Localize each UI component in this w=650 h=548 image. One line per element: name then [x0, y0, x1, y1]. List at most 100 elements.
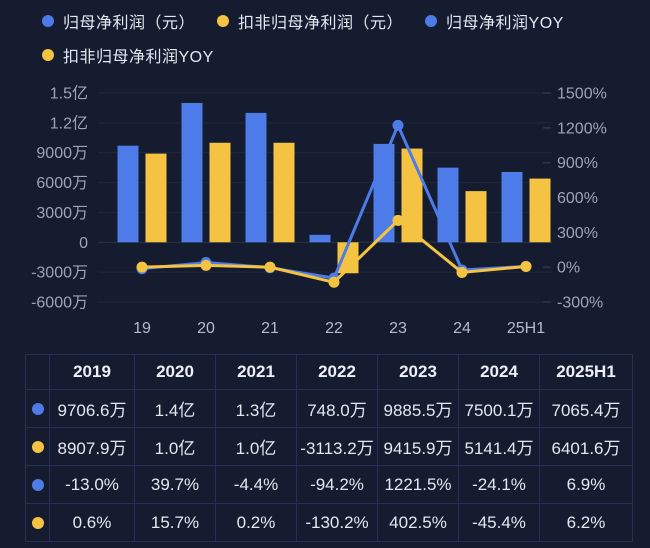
table-value-cell: 1.0亿: [134, 427, 216, 466]
table-value-cell: -3113.2万: [296, 427, 378, 466]
table-row: 0.6% 15.7% 0.2% -130.2% 402.5% -45.4% 6.2%: [25, 503, 633, 542]
line-marker-icon: [520, 260, 532, 272]
series-dot-cell: [25, 503, 50, 542]
series-dot-icon: [31, 441, 44, 454]
table-value-cell: 1.3亿: [215, 389, 297, 428]
x-axis-label: 25H1: [507, 320, 545, 337]
right-axis-tick-label: 0%: [557, 260, 580, 277]
right-axis-tick-label: 1200%: [557, 120, 607, 137]
series-dot-cell: [25, 389, 50, 428]
legend-row-2: 扣非归母净利润YOY: [42, 43, 586, 67]
legend-item-deducted-net-profit-yoy[interactable]: 扣非归母净利润YOY: [42, 43, 214, 67]
table-value-cell: 9706.6万: [49, 389, 135, 428]
x-axis-label: 20: [197, 320, 215, 337]
legend-dot-blue-icon: [42, 15, 54, 27]
table-value-cell: -94.2%: [296, 465, 378, 504]
legend-dot-blue-icon: [425, 15, 438, 27]
bar-net-profit: [181, 102, 203, 243]
table-value-cell: -130.2%: [296, 503, 378, 542]
table-value-cell: 0.2%: [215, 503, 297, 542]
bar-net-profit: [117, 145, 139, 243]
table-value-cell: 9415.9万: [377, 427, 459, 466]
table-header: 2019 2020 2021 2022 2023 2024 2025H1: [25, 354, 633, 390]
table-year-header: 2020: [134, 354, 216, 390]
financials-table: 2019 2020 2021 2022 2023 2024 2025H1 9706.6万 1.…: [25, 354, 633, 542]
legend-item-net-profit[interactable]: 归母净利润（元）: [42, 9, 195, 33]
left-axis-tick-label: 1.2亿: [50, 114, 88, 132]
x-axis-label: 24: [453, 320, 471, 337]
bar-deducted-net-profit: [401, 148, 423, 243]
chart-legend: 归母净利润（元） 扣非归母净利润（元） 归母净利润YOY 扣非归母净利润YOY: [42, 11, 586, 79]
left-axis-tick-label: 9000万: [36, 145, 88, 162]
left-axis-tick-label: 6000万: [36, 175, 88, 192]
table-value-cell: -45.4%: [458, 503, 540, 542]
legend-dot-yellow-icon: [42, 49, 54, 61]
legend-item-label: 归母净利润YOY: [446, 15, 564, 32]
table-value-cell: 748.0万: [296, 389, 378, 428]
right-axis-tick-label: 1500%: [557, 86, 607, 103]
series-dot-icon: [31, 517, 44, 530]
table-year-header: 2021: [215, 354, 297, 390]
series-dot-cell: [25, 427, 50, 466]
table-value-cell: 1.0亿: [215, 427, 297, 466]
legend-item-deducted-net-profit[interactable]: 扣非归母净利润（元）: [217, 9, 403, 33]
bar-deducted-net-profit: [529, 178, 551, 243]
bar-deducted-net-profit: [145, 153, 167, 243]
table-row: -13.0% 39.7% -4.4% -94.2% 1221.5% -24.1% 6.9%: [25, 465, 633, 504]
table-value-cell: 7500.1万: [458, 389, 540, 428]
table-value-cell: 39.7%: [134, 465, 216, 504]
legend-item-net-profit-yoy[interactable]: 归母净利润YOY: [425, 9, 564, 33]
legend-item-label: 归母净利润（元）: [63, 15, 196, 32]
left-axis-tick-label: 1.5亿: [50, 85, 88, 103]
table-value-cell: 6401.6万: [539, 427, 633, 466]
right-axis-tick-label: 300%: [557, 225, 598, 242]
bar-deducted-net-profit: [209, 142, 231, 243]
table-year-header: 2024: [458, 354, 540, 390]
line-marker-icon: [456, 266, 468, 278]
table-value-cell: 15.7%: [134, 503, 216, 542]
left-axis-tick-label: -6000万: [31, 295, 88, 312]
table-value-cell: 7065.4万: [539, 389, 633, 428]
bar-net-profit: [245, 112, 267, 243]
legend-item-label: 扣非归母净利润（元）: [238, 15, 404, 32]
line-marker-icon: [392, 214, 404, 226]
table-value-cell: 1.4亿: [134, 389, 216, 428]
table-year-header: 2019: [49, 354, 135, 390]
table-row: 9706.6万 1.4亿 1.3亿 748.0万 9885.5万 7500.1万 7065.…: [25, 389, 633, 428]
table-row: 8907.9万 1.0亿 1.0亿 -3113.2万 9415.9万 5141.4万 640…: [25, 427, 633, 466]
table-year-header: 2022: [296, 354, 378, 390]
profit-yoy-chart: 1.5亿 1.2亿 9000万 6000万 3000万 0 -3000万 -6000万 1500…: [31, 85, 607, 338]
table-value-cell: 8907.9万: [49, 427, 135, 466]
legend-dot-yellow-icon: [217, 15, 230, 27]
table-value-cell: 6.2%: [539, 503, 633, 542]
legend-item-label: 扣非归母净利润YOY: [63, 49, 214, 66]
table-year-header: 2025H1: [539, 354, 633, 390]
x-axis-label: 21: [261, 320, 279, 337]
table-body: 9706.6万 1.4亿 1.3亿 748.0万 9885.5万 7500.1万 7065.…: [25, 389, 633, 542]
table-year-header: 2023: [377, 354, 459, 390]
line-marker-icon: [328, 276, 340, 288]
table-value-cell: 5141.4万: [458, 427, 540, 466]
right-axis-tick-label: 600%: [557, 190, 598, 207]
right-axis-tick-label: 900%: [557, 155, 598, 172]
table-corner-cell: [25, 354, 50, 390]
table-value-cell: -24.1%: [458, 465, 540, 504]
bar-net-profit: [309, 234, 331, 243]
series-dot-cell: [25, 465, 50, 504]
financials-table-wrap: 2019 2020 2021 2022 2023 2024 2025H1 9706.6万 1.…: [25, 354, 633, 542]
table-value-cell: 1221.5%: [377, 465, 459, 504]
left-axis-tick-label: 3000万: [36, 205, 88, 222]
table-value-cell: 6.9%: [539, 465, 633, 504]
bar-net-profit: [501, 171, 523, 243]
table-value-cell: 9885.5万: [377, 389, 459, 428]
table-value-cell: 0.6%: [49, 503, 135, 542]
line-marker-icon: [392, 119, 404, 131]
series-dot-icon: [31, 403, 44, 416]
bar-net-profit: [437, 167, 459, 243]
series-dot-icon: [31, 479, 44, 492]
left-axis-tick-label: 0: [79, 235, 88, 252]
line-marker-icon: [264, 261, 276, 273]
table-value-cell: -13.0%: [49, 465, 135, 504]
table-value-cell: -4.4%: [215, 465, 297, 504]
